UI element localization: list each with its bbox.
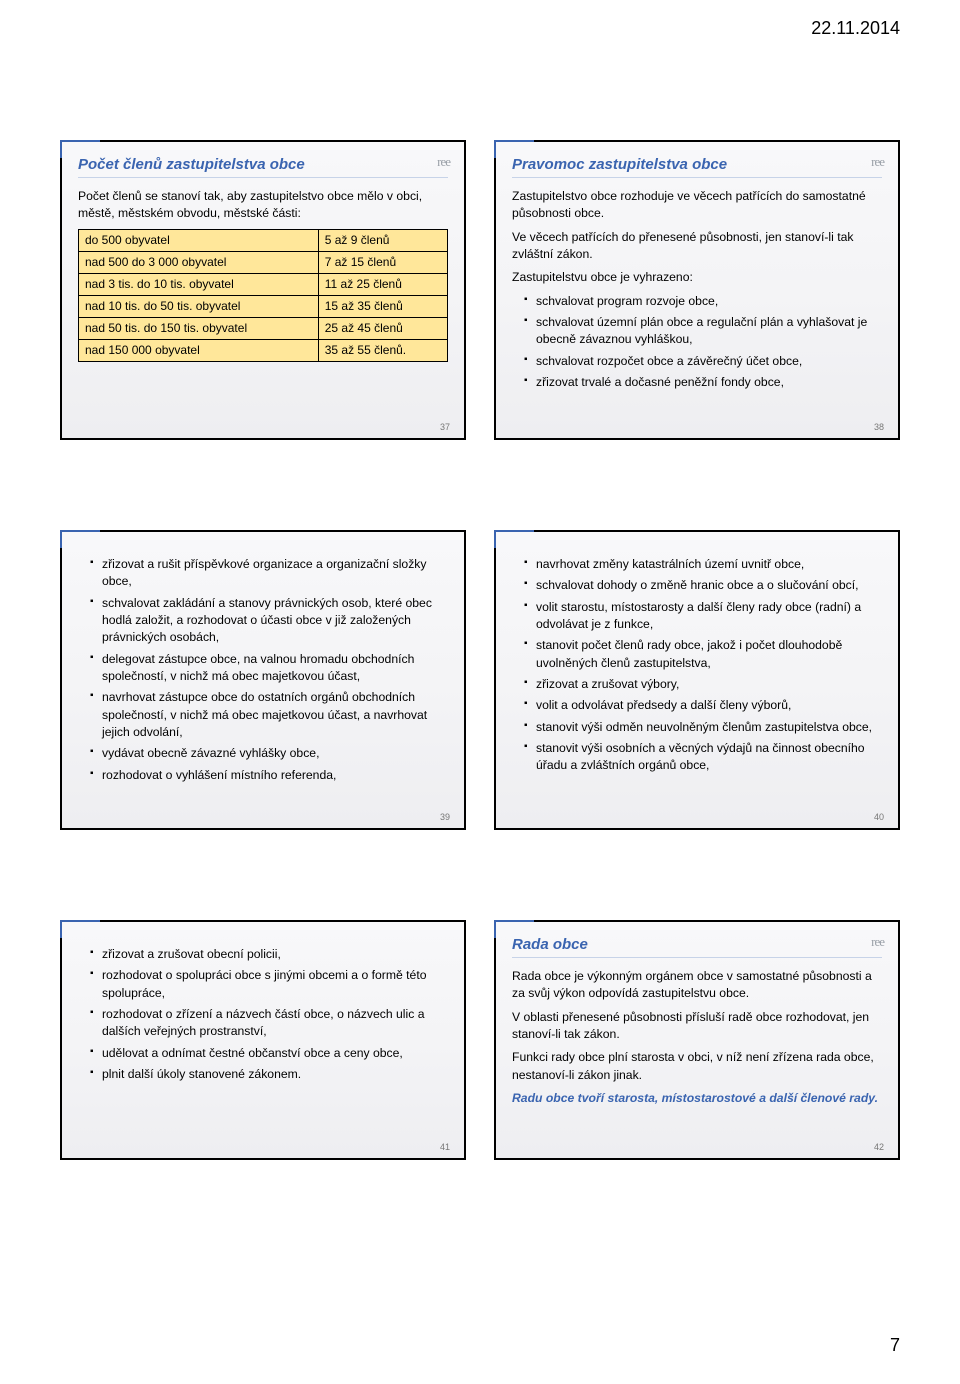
slide-body: Rada obce je výkonným orgánem obce v sam… bbox=[512, 968, 882, 1107]
slide-number: 42 bbox=[874, 1142, 884, 1152]
cell: 5 až 9 členů bbox=[318, 229, 447, 251]
slide-number: 39 bbox=[440, 812, 450, 822]
slide-body: navrhovat změny katastrálních území uvni… bbox=[512, 556, 882, 775]
corner-accent bbox=[494, 530, 534, 548]
cell: nad 3 tis. do 10 tis. obyvatel bbox=[79, 273, 319, 295]
list-item: vydávat obecně závazné vyhlášky obce, bbox=[90, 745, 448, 762]
logo-icon: ree bbox=[437, 154, 450, 170]
list-item: stanovit výši odměn neuvolněným členům z… bbox=[524, 719, 882, 736]
list-item: stanovit výši osobních a věcných výdajů … bbox=[524, 740, 882, 775]
slide-title: Rada obce bbox=[512, 936, 882, 958]
slide-38: ree Pravomoc zastupitelstva obce Zastupi… bbox=[494, 140, 900, 440]
cell: nad 500 do 3 000 obyvatel bbox=[79, 251, 319, 273]
list-item: volit a odvolávat předsedy a další členy… bbox=[524, 697, 882, 714]
cell: nad 10 tis. do 50 tis. obyvatel bbox=[79, 295, 319, 317]
slide-number: 38 bbox=[874, 422, 884, 432]
list-item: navrhovat zástupce obce do ostatních org… bbox=[90, 689, 448, 741]
list-item: rozhodovat o spolupráci obce s jinými ob… bbox=[90, 967, 448, 1002]
list-item: navrhovat změny katastrálních území uvni… bbox=[524, 556, 882, 573]
slide-title: Pravomoc zastupitelstva obce bbox=[512, 156, 882, 178]
list-item: schvalovat rozpočet obce a závěrečný úče… bbox=[524, 353, 882, 370]
cell: 25 až 45 členů bbox=[318, 317, 447, 339]
cell: nad 150 000 obyvatel bbox=[79, 339, 319, 361]
table-row: nad 500 do 3 000 obyvatel7 až 15 členů bbox=[79, 251, 448, 273]
footer-page-number: 7 bbox=[890, 1335, 900, 1356]
table-row: nad 150 000 obyvatel35 až 55 členů. bbox=[79, 339, 448, 361]
table-row: do 500 obyvatel5 až 9 členů bbox=[79, 229, 448, 251]
list-item: schvalovat dohody o změně hranic obce a … bbox=[524, 577, 882, 594]
slide-42: ree Rada obce Rada obce je výkonným orgá… bbox=[494, 920, 900, 1160]
para: Zastupitelstvo obce rozhoduje ve věcech … bbox=[512, 188, 882, 223]
para: V oblasti přenesené působnosti přísluší … bbox=[512, 1009, 882, 1044]
list-item: delegovat zástupce obce, na valnou hroma… bbox=[90, 651, 448, 686]
corner-accent bbox=[60, 530, 100, 548]
slide-40: navrhovat změny katastrálních území uvni… bbox=[494, 530, 900, 830]
table-row: nad 10 tis. do 50 tis. obyvatel15 až 35 … bbox=[79, 295, 448, 317]
slide-body: zřizovat a zrušovat obecní policii, rozh… bbox=[78, 946, 448, 1083]
list-item: rozhodovat o vyhlášení místního referend… bbox=[90, 767, 448, 784]
list-item: zřizovat a rušit příspěvkové organizace … bbox=[90, 556, 448, 591]
list-item: stanovit počet členů rady obce, jakož i … bbox=[524, 637, 882, 672]
logo-icon: ree bbox=[871, 154, 884, 170]
slide-body: Počet členů se stanoví tak, aby zastupit… bbox=[78, 188, 448, 362]
slide-body: Zastupitelstvo obce rozhoduje ve věcech … bbox=[512, 188, 882, 391]
list-item: zřizovat trvalé a dočasné peněžní fondy … bbox=[524, 374, 882, 391]
list-item: zřizovat a zrušovat obecní policii, bbox=[90, 946, 448, 963]
slide-body: zřizovat a rušit příspěvkové organizace … bbox=[78, 556, 448, 784]
para: Funkci rady obce plní starosta v obci, v… bbox=[512, 1049, 882, 1084]
list-item: zřizovat a zrušovat výbory, bbox=[524, 676, 882, 693]
para: Rada obce je výkonným orgánem obce v sam… bbox=[512, 968, 882, 1003]
logo-icon: ree bbox=[871, 934, 884, 950]
header-date: 22.11.2014 bbox=[811, 18, 900, 39]
slide-number: 41 bbox=[440, 1142, 450, 1152]
members-table: do 500 obyvatel5 až 9 členů nad 500 do 3… bbox=[78, 229, 448, 362]
cell: 35 až 55 členů. bbox=[318, 339, 447, 361]
slide-number: 37 bbox=[440, 422, 450, 432]
para: Ve věcech patřících do přenesené působno… bbox=[512, 229, 882, 264]
list-item: rozhodovat o zřízení a názvech částí obc… bbox=[90, 1006, 448, 1041]
para: Zastupitelstvu obce je vyhrazeno: bbox=[512, 269, 882, 286]
list-item: volit starostu, místostarosty a další čl… bbox=[524, 599, 882, 634]
table-row: nad 3 tis. do 10 tis. obyvatel11 až 25 č… bbox=[79, 273, 448, 295]
corner-accent bbox=[494, 920, 534, 938]
list-item: schvalovat územní plán obce a regulační … bbox=[524, 314, 882, 349]
cell: 15 až 35 členů bbox=[318, 295, 447, 317]
bullet-list: zřizovat a zrušovat obecní policii, rozh… bbox=[78, 946, 448, 1083]
slide-37: ree Počet členů zastupitelstva obce Poče… bbox=[60, 140, 466, 440]
bullet-list: schvalovat program rozvoje obce, schvalo… bbox=[512, 293, 882, 392]
bullet-list: zřizovat a rušit příspěvkové organizace … bbox=[78, 556, 448, 784]
cell: do 500 obyvatel bbox=[79, 229, 319, 251]
slide-grid: ree Počet členů zastupitelstva obce Poče… bbox=[60, 140, 900, 1160]
slide-title: Počet členů zastupitelstva obce bbox=[78, 156, 448, 178]
list-item: schvalovat program rozvoje obce, bbox=[524, 293, 882, 310]
list-item: plnit další úkoly stanovené zákonem. bbox=[90, 1066, 448, 1083]
cell: 11 až 25 členů bbox=[318, 273, 447, 295]
corner-accent bbox=[60, 140, 100, 158]
corner-accent bbox=[494, 140, 534, 158]
bullet-list: navrhovat změny katastrálních území uvni… bbox=[512, 556, 882, 775]
cell: nad 50 tis. do 150 tis. obyvatel bbox=[79, 317, 319, 339]
slide-41: zřizovat a zrušovat obecní policii, rozh… bbox=[60, 920, 466, 1160]
slide-number: 40 bbox=[874, 812, 884, 822]
slide-39: zřizovat a rušit příspěvkové organizace … bbox=[60, 530, 466, 830]
list-item: schvalovat zakládání a stanovy právnický… bbox=[90, 595, 448, 647]
intro-text: Počet členů se stanoví tak, aby zastupit… bbox=[78, 188, 448, 223]
list-item: udělovat a odnímat čestné občanství obce… bbox=[90, 1045, 448, 1062]
table-row: nad 50 tis. do 150 tis. obyvatel25 až 45… bbox=[79, 317, 448, 339]
cell: 7 až 15 členů bbox=[318, 251, 447, 273]
accent-para: Radu obce tvoří starosta, místostarostov… bbox=[512, 1090, 882, 1107]
corner-accent bbox=[60, 920, 100, 938]
document-page: 22.11.2014 7 ree Počet členů zastupitels… bbox=[0, 0, 960, 1384]
